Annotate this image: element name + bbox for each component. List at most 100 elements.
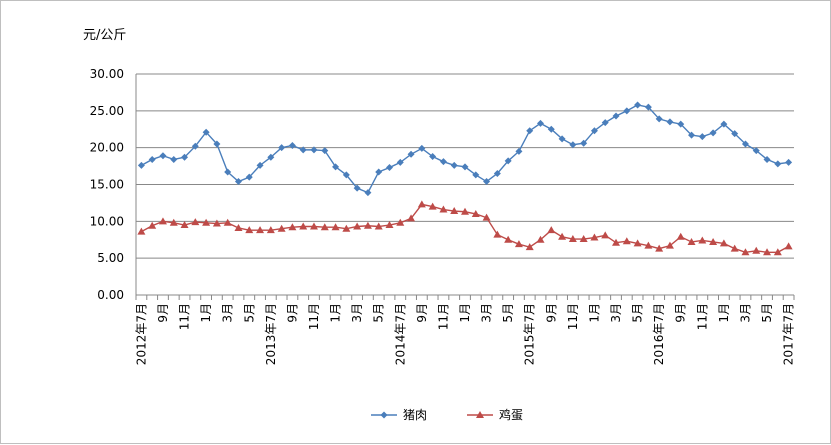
data-point-triangle (353, 222, 362, 230)
data-point-diamond (666, 118, 674, 126)
x-tick-label: 1月 (199, 303, 213, 323)
data-point-triangle (698, 236, 707, 244)
data-point-diamond (267, 153, 275, 161)
data-point-diamond (450, 161, 458, 169)
x-tick-label: 11月 (695, 303, 709, 330)
data-point-triangle (612, 238, 621, 246)
legend-item: 猪肉 (371, 408, 427, 422)
data-point-diamond (558, 135, 566, 143)
data-point-diamond (234, 178, 242, 186)
data-point-diamond (709, 129, 717, 137)
x-tick-label: 2017年7月 (782, 303, 796, 365)
x-tick-label: 5月 (242, 303, 256, 323)
x-tick-label: 2012年7月 (134, 303, 148, 365)
data-point-triangle (784, 242, 793, 250)
data-point-diamond (385, 164, 393, 172)
data-point-diamond (741, 140, 749, 148)
x-tick-label: 5月 (501, 303, 515, 323)
data-point-diamond (332, 163, 340, 171)
x-tick-label: 5月 (760, 303, 774, 323)
data-point-diamond (439, 158, 447, 166)
data-point-triangle (374, 222, 383, 230)
data-point-diamond (547, 125, 555, 133)
data-point-triangle (428, 202, 437, 210)
data-point-diamond (170, 155, 178, 163)
data-point-diamond (321, 147, 329, 155)
x-tick-label: 3月 (609, 303, 623, 323)
data-point-triangle (590, 233, 599, 241)
data-point-diamond (342, 171, 350, 179)
data-point-triangle (741, 248, 750, 256)
data-point-diamond (677, 120, 685, 128)
data-point-diamond (380, 411, 388, 419)
data-point-triangle (525, 243, 534, 251)
series-layer (137, 101, 793, 256)
data-point-triangle (342, 224, 351, 232)
y-tick-label: 0.00 (97, 288, 124, 302)
y-tick-label: 25.00 (90, 104, 124, 118)
data-point-diamond (698, 133, 706, 141)
data-point-triangle (709, 237, 718, 245)
x-tick-label: 9月 (544, 303, 558, 323)
data-point-triangle (245, 226, 254, 234)
data-point-diamond (504, 157, 512, 165)
data-point-diamond (364, 189, 372, 197)
x-tick-label: 9月 (415, 303, 429, 323)
data-point-diamond (191, 142, 199, 150)
data-point-triangle (730, 244, 739, 252)
x-tick-label: 3月 (350, 303, 364, 323)
data-point-triangle (212, 219, 221, 227)
data-point-triangle (320, 223, 329, 231)
data-point-triangle (169, 218, 178, 226)
data-point-triangle (476, 411, 484, 418)
data-point-diamond (159, 152, 167, 160)
data-point-triangle (363, 221, 372, 229)
x-tick-label: 5月 (372, 303, 386, 323)
y-axis-ticks: 0.00 5.00 10.00 15.00 20.00 25.00 30.00 (90, 67, 124, 302)
x-tick-label: 1月 (587, 303, 601, 323)
data-point-diamond (785, 158, 793, 166)
data-point-triangle (309, 222, 318, 230)
data-point-triangle (137, 227, 146, 235)
data-point-triangle (158, 217, 167, 225)
series-pork (137, 101, 793, 197)
data-point-triangle (299, 222, 308, 230)
data-point-diamond (461, 163, 469, 171)
data-point-triangle (773, 248, 782, 256)
x-tick-label: 9月 (156, 303, 170, 323)
data-point-triangle (180, 221, 189, 229)
x-tick-label: 5月 (631, 303, 645, 323)
data-point-triangle (202, 218, 211, 226)
y-tick-label: 10.00 (90, 214, 124, 228)
legend: 猪肉 鸡蛋 (371, 407, 523, 422)
data-point-diamond (148, 155, 156, 163)
data-point-diamond (375, 168, 383, 176)
gridlines (136, 73, 794, 296)
data-point-diamond (644, 103, 652, 111)
data-point-triangle (547, 226, 556, 234)
data-point-diamond (278, 144, 286, 152)
data-point-triangle (450, 207, 459, 215)
data-point-triangle (558, 232, 567, 240)
x-tick-label: 2015年7月 (523, 303, 537, 365)
data-point-diamond (655, 115, 663, 123)
data-point-diamond (396, 158, 404, 166)
data-point-triangle (439, 205, 448, 213)
data-point-diamond (623, 107, 631, 115)
data-point-diamond (407, 150, 415, 158)
data-point-triangle (665, 241, 674, 249)
data-point-triangle (579, 235, 588, 243)
data-point-diamond (612, 112, 620, 120)
x-tick-label: 2014年7月 (393, 303, 407, 365)
data-point-diamond (634, 101, 642, 109)
data-point-diamond (353, 184, 361, 192)
data-point-triangle (234, 223, 243, 231)
data-point-triangle (504, 235, 513, 243)
data-point-diamond (493, 169, 501, 177)
x-tick-label: 11月 (307, 303, 321, 330)
data-point-triangle (266, 226, 275, 234)
data-point-triangle (256, 226, 265, 234)
x-tick-label: 3月 (480, 303, 494, 323)
data-point-triangle (277, 224, 286, 232)
data-point-diamond (515, 147, 523, 155)
